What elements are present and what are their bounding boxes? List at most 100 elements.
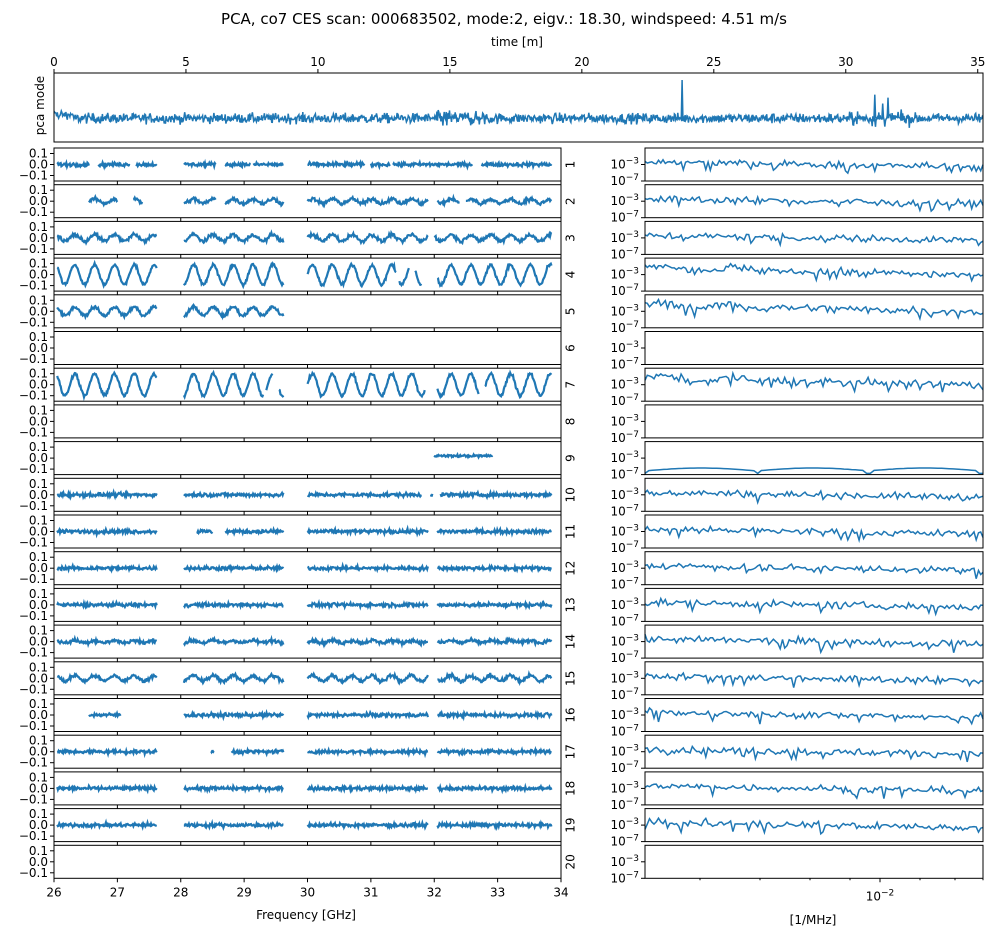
feed-17-ytick-label-2: −0.1 (19, 756, 48, 770)
feed-8-spec-ytick-label-1: 10−7 (610, 430, 639, 445)
feed-2-segment-0 (88, 193, 119, 208)
feed-17-segment-2 (230, 746, 285, 758)
feed-4-spec-ytick-label-1: 10−7 (610, 283, 639, 298)
timeseries-spike-3 (680, 79, 684, 119)
freq-tick-label-7: 33 (490, 885, 505, 899)
feed-5-ytick-label-0: 0.1 (29, 293, 48, 307)
feed-7-segment-0 (56, 370, 158, 402)
feed-12-spec-ytick-label-0: 10−3 (610, 560, 639, 575)
feed-14-spectrum (644, 634, 984, 655)
feed-label-12: 12 (564, 561, 578, 576)
feed-2-spec-ytick-label-0-exp: −3 (626, 193, 639, 203)
feed-9-spec-ytick-label-1-exp: −7 (626, 467, 639, 477)
feed-1-spec-ytick-label-0-base: 10 (610, 158, 625, 172)
feed-7-spec-ytick-label-0-base: 10 (610, 378, 625, 392)
feed-19-spec-ytick-label-0: 10−3 (610, 817, 639, 832)
feed-20-spec-ytick-label-0: 10−3 (610, 854, 639, 869)
feed-panel-19: 0.10.0−0.119 10−310−7 (19, 807, 984, 849)
feed-12-segment-3 (436, 562, 552, 574)
feed-15-ytick-label-1: 0.0 (29, 671, 48, 685)
feed-panel-20: 0.10.0−0.120 10−310−7 (19, 844, 984, 885)
feed-16-ytick-label-0: 0.1 (29, 697, 48, 711)
feed-20-spectrum-frame (644, 844, 984, 879)
feed-20-ytick-label-1: 0.0 (29, 855, 48, 869)
feed-19-spectrum (644, 816, 984, 836)
feed-18-spec-ytick-label-0-base: 10 (610, 781, 625, 795)
feed-2-spec-ytick-label-1: 10−7 (610, 210, 639, 225)
feed-2-segment-6 (465, 194, 553, 207)
feed-11-ytick-label-1: 0.0 (29, 525, 48, 539)
feed-3-spec-ytick-label-0-base: 10 (610, 231, 625, 245)
feed-19-segment-1 (183, 818, 284, 832)
feed-panel-1: 0.10.0−0.11 10−310−7 (19, 147, 984, 188)
feed-10-spec-ytick-label-0-base: 10 (610, 488, 625, 502)
feed-19-spec-ytick-label-0-base: 10 (610, 818, 625, 832)
feed-16-segment-1 (183, 708, 285, 722)
feed-18-ytick-label-0: 0.1 (29, 770, 48, 784)
feed-7-spec-ytick-label-1-exp: −7 (626, 393, 639, 403)
feed-10-segment-3 (430, 493, 434, 497)
feed-5-spec-ytick-label-1: 10−7 (610, 320, 639, 335)
timeseries-spike-1 (453, 112, 457, 119)
feed-3-spec-ytick-label-1-base: 10 (610, 247, 625, 261)
feed-9-frame (53, 441, 562, 476)
feed-16-spec-ytick-label-1-base: 10 (610, 725, 625, 739)
feed-panel-9: 0.10.0−0.19 10−310−7 (19, 440, 984, 482)
feed-10-segment-2 (306, 489, 423, 500)
feed-11-segment-4 (436, 525, 552, 538)
feed-10-segment-4 (439, 488, 553, 501)
freq-tick-label-1: 27 (110, 885, 125, 899)
feed-4-segment-3 (398, 267, 410, 288)
feed-10-ytick-label-2: −0.1 (19, 499, 48, 513)
feed-7-segment-2 (265, 373, 274, 391)
feed-12-spec-ytick-label-1: 10−7 (610, 577, 639, 592)
feed-5-spec-ytick-label-0-exp: −3 (626, 303, 639, 313)
feed-9-spec-ytick-label-1-base: 10 (610, 468, 625, 482)
feed-2-segment-2 (183, 195, 217, 207)
feed-15-segment-1 (182, 671, 285, 686)
feed-17-spectrum (644, 744, 984, 763)
feed-8-spec-ytick-label-0-base: 10 (610, 414, 625, 428)
feed-12-ytick-label-0: 0.1 (29, 550, 48, 564)
feed-4-segment-5 (436, 261, 553, 288)
feed-9-spec-ytick-label-1: 10−7 (610, 467, 639, 482)
feed-11-segment-3 (306, 524, 429, 538)
feed-7-segment-6 (484, 369, 553, 400)
feed-4-spec-ytick-label-1-base: 10 (610, 284, 625, 298)
feed-11-spectrum-frame (644, 514, 984, 549)
feed-18-ytick-label-2: −0.1 (19, 792, 48, 806)
feed-12-ytick-label-2: −0.1 (19, 572, 48, 586)
spectrum-axis-label: [1/MHz] (790, 913, 837, 927)
feed-5-spec-ytick-label-1-base: 10 (610, 321, 625, 335)
feed-6-spec-ytick-label-1-base: 10 (610, 358, 625, 372)
feed-2-ytick-label-0: 0.1 (29, 183, 48, 197)
feed-20-frame (53, 844, 562, 879)
feed-8-ytick-label-1: 0.0 (29, 414, 48, 428)
feed-13-spectrum (644, 596, 984, 617)
feed-18-ytick-label-1: 0.0 (29, 781, 48, 795)
freq-tick-label-4: 30 (300, 885, 315, 899)
feed-panel-6: 0.10.0−0.16 10−310−7 (19, 330, 984, 372)
feed-13-ytick-label-0: 0.1 (29, 587, 48, 601)
feed-13-spec-ytick-label-0: 10−3 (610, 597, 639, 612)
feed-17-spec-ytick-label-1-exp: −7 (626, 760, 639, 770)
feed-11-spec-ytick-label-0-exp: −3 (626, 524, 639, 534)
feed-6-spec-ytick-label-0: 10−3 (610, 340, 639, 355)
feed-15-spec-ytick-label-0: 10−3 (610, 670, 639, 685)
feed-label-1: 1 (564, 161, 578, 169)
feed-19-ytick-label-0: 0.1 (29, 807, 48, 821)
feed-20-spec-ytick-label-1-base: 10 (610, 871, 625, 885)
feed-12-spec-ytick-label-1-base: 10 (610, 578, 625, 592)
feed-8-ytick-label-2: −0.1 (19, 425, 48, 439)
time-axis-label: time [m] (491, 35, 543, 49)
feed-label-19: 19 (564, 817, 578, 832)
feed-10-spec-ytick-label-1: 10−7 (610, 503, 639, 518)
feed-7-ytick-label-2: −0.1 (19, 389, 48, 403)
feed-label-6: 6 (564, 344, 578, 352)
feed-20-spec-ytick-label-0-base: 10 (610, 855, 625, 869)
feed-7-spec-ytick-label-1-base: 10 (610, 394, 625, 408)
feed-10-segment-1 (183, 490, 285, 500)
time-tick-label-7: 35 (970, 55, 985, 69)
feed-8-ytick-label-0: 0.1 (29, 403, 48, 417)
feed-19-spec-ytick-label-0-exp: −3 (626, 817, 639, 827)
